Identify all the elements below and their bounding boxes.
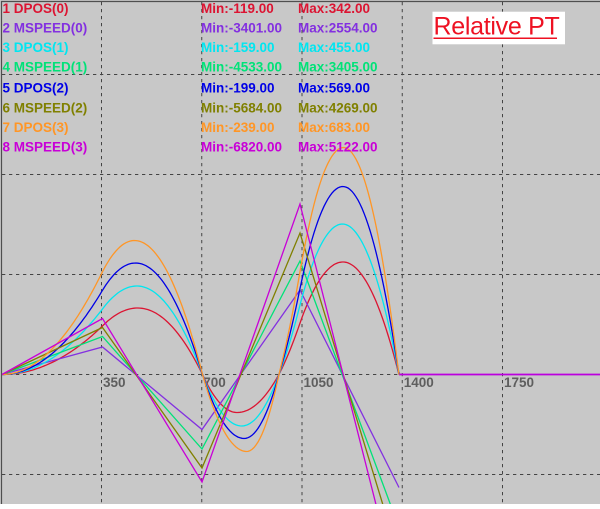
svg-text:8 MSPEED(3): 8 MSPEED(3) bbox=[3, 140, 88, 155]
svg-text:Min:-159.00: Min:-159.00 bbox=[201, 40, 275, 55]
svg-text:Max:5122.00: Max:5122.00 bbox=[298, 140, 378, 155]
svg-text:Min:-119.00: Min:-119.00 bbox=[201, 1, 274, 16]
svg-text:Max:342.00: Max:342.00 bbox=[298, 1, 370, 16]
svg-text:Relative PT: Relative PT bbox=[434, 13, 560, 41]
svg-text:Min:-6820.00: Min:-6820.00 bbox=[201, 140, 282, 155]
svg-text:2 MSPEED(0): 2 MSPEED(0) bbox=[3, 21, 88, 36]
svg-text:4 MSPEED(1): 4 MSPEED(1) bbox=[3, 60, 88, 75]
svg-text:3 DPOS(1): 3 DPOS(1) bbox=[3, 40, 69, 55]
svg-text:1050: 1050 bbox=[304, 375, 334, 390]
svg-text:350: 350 bbox=[103, 375, 126, 390]
svg-text:Min:-239.00: Min:-239.00 bbox=[201, 120, 275, 135]
svg-text:Max:455.00: Max:455.00 bbox=[298, 40, 370, 55]
svg-text:Min:-4533.00: Min:-4533.00 bbox=[201, 60, 282, 75]
svg-text:Min:-3401.00: Min:-3401.00 bbox=[201, 21, 282, 36]
svg-text:Min:-5684.00: Min:-5684.00 bbox=[201, 101, 282, 116]
svg-text:1400: 1400 bbox=[404, 375, 434, 390]
svg-text:Min:-199.00: Min:-199.00 bbox=[201, 81, 275, 96]
svg-text:1 DPOS(0): 1 DPOS(0) bbox=[3, 1, 69, 16]
svg-text:6 MSPEED(2): 6 MSPEED(2) bbox=[3, 101, 88, 116]
svg-text:5 DPOS(2): 5 DPOS(2) bbox=[3, 81, 69, 96]
svg-text:Max:569.00: Max:569.00 bbox=[298, 81, 370, 96]
svg-text:7 DPOS(3): 7 DPOS(3) bbox=[3, 120, 69, 135]
svg-text:Max:3405.00: Max:3405.00 bbox=[298, 60, 378, 75]
svg-text:Max:4269.00: Max:4269.00 bbox=[298, 101, 378, 116]
svg-text:Max:2554.00: Max:2554.00 bbox=[298, 21, 378, 36]
svg-text:1750: 1750 bbox=[504, 375, 534, 390]
svg-text:Max:683.00: Max:683.00 bbox=[298, 120, 370, 135]
